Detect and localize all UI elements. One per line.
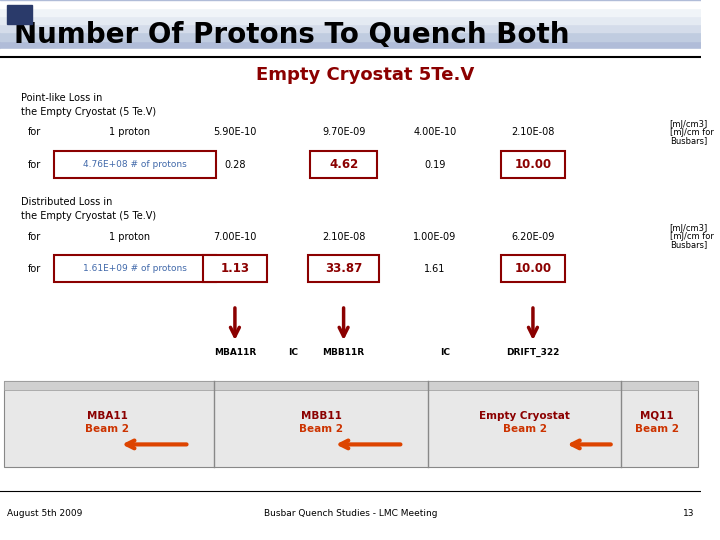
Text: Empty Cryostat: Empty Cryostat <box>479 411 570 421</box>
Text: [mJ/cm3]: [mJ/cm3] <box>670 224 708 233</box>
Text: 0.28: 0.28 <box>224 160 246 170</box>
Text: 1 proton: 1 proton <box>109 127 150 137</box>
Text: MQ11: MQ11 <box>640 411 674 421</box>
FancyBboxPatch shape <box>203 255 267 282</box>
Text: 0.19: 0.19 <box>424 160 446 170</box>
Text: Beam 2: Beam 2 <box>503 424 546 434</box>
Text: 4.00E-10: 4.00E-10 <box>413 127 456 137</box>
Text: 1.13: 1.13 <box>220 262 249 275</box>
FancyBboxPatch shape <box>501 151 565 178</box>
Bar <box>0 24 701 32</box>
Text: 33.87: 33.87 <box>325 262 362 275</box>
Bar <box>7 5 32 24</box>
Text: MBA11: MBA11 <box>87 411 127 421</box>
Text: 13: 13 <box>683 509 694 517</box>
Text: IC: IC <box>441 348 450 357</box>
Text: [mJ/cm for: [mJ/cm for <box>670 232 714 241</box>
Text: 10.00: 10.00 <box>514 158 552 171</box>
Text: MBB11R: MBB11R <box>323 348 364 357</box>
Text: for: for <box>28 127 41 137</box>
Text: [mJ/cm for: [mJ/cm for <box>670 128 714 137</box>
Bar <box>0 8 701 16</box>
Text: August 5th 2009: August 5th 2009 <box>7 509 82 517</box>
FancyBboxPatch shape <box>308 255 379 282</box>
Text: 10.00: 10.00 <box>514 262 552 275</box>
Bar <box>0 40 701 49</box>
Text: 6.20E-09: 6.20E-09 <box>511 232 554 241</box>
Text: 1.00E-09: 1.00E-09 <box>413 232 456 241</box>
Text: 2.10E-08: 2.10E-08 <box>511 127 554 137</box>
Bar <box>0 16 701 24</box>
Text: for: for <box>28 232 41 241</box>
Text: Empty Cryostat 5Te.V: Empty Cryostat 5Te.V <box>256 65 474 84</box>
Bar <box>4 381 698 390</box>
Text: Beam 2: Beam 2 <box>635 424 679 434</box>
Text: Busbars]: Busbars] <box>670 240 707 249</box>
Text: 9.70E-09: 9.70E-09 <box>322 127 365 137</box>
Text: Beam 2: Beam 2 <box>85 424 130 434</box>
FancyBboxPatch shape <box>54 255 216 282</box>
Text: for: for <box>28 264 41 274</box>
Bar <box>0 32 701 40</box>
Text: IC: IC <box>288 348 298 357</box>
Text: 4.76E+08 # of protons: 4.76E+08 # of protons <box>84 160 187 169</box>
Bar <box>4 381 698 467</box>
FancyBboxPatch shape <box>310 151 377 178</box>
Text: DRIFT_322: DRIFT_322 <box>506 348 559 357</box>
Text: Distributed Loss in
the Empty Cryostat (5 Te.V): Distributed Loss in the Empty Cryostat (… <box>21 197 156 221</box>
Text: [mJ/cm3]: [mJ/cm3] <box>670 120 708 129</box>
Bar <box>0 0 701 8</box>
Text: Busbar Quench Studies - LMC Meeting: Busbar Quench Studies - LMC Meeting <box>264 509 437 517</box>
Text: 7.00E-10: 7.00E-10 <box>213 232 256 241</box>
Text: for: for <box>28 160 41 170</box>
Text: Busbars]: Busbars] <box>670 136 707 145</box>
Text: 1 proton: 1 proton <box>109 232 150 241</box>
FancyBboxPatch shape <box>54 151 216 178</box>
Text: Number Of Protons To Quench Both: Number Of Protons To Quench Both <box>14 21 570 49</box>
Text: Beam 2: Beam 2 <box>300 424 343 434</box>
Text: 1.61: 1.61 <box>424 264 446 274</box>
FancyBboxPatch shape <box>501 255 565 282</box>
Text: 5.90E-10: 5.90E-10 <box>213 127 256 137</box>
Text: MBB11: MBB11 <box>301 411 341 421</box>
Text: Point-like Loss in
the Empty Cryostat (5 Te.V): Point-like Loss in the Empty Cryostat (5… <box>21 93 156 117</box>
Text: 2.10E-08: 2.10E-08 <box>322 232 365 241</box>
Text: MBA11R: MBA11R <box>214 348 256 357</box>
Text: 4.62: 4.62 <box>329 158 359 171</box>
Text: 1.61E+09 # of protons: 1.61E+09 # of protons <box>84 265 187 273</box>
